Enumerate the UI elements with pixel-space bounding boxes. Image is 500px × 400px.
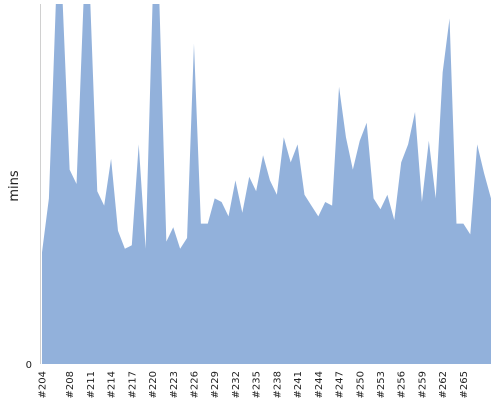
data-point	[317, 215, 320, 218]
data-point	[483, 172, 486, 175]
data-point	[275, 193, 278, 196]
data-point	[282, 136, 285, 139]
data-point	[89, 3, 92, 6]
x-tick-label: #244	[314, 371, 325, 398]
data-point	[386, 193, 389, 196]
data-point	[186, 237, 189, 240]
data-point	[192, 42, 195, 45]
data-point	[116, 229, 119, 232]
series-area	[42, 4, 491, 364]
data-point	[469, 233, 472, 236]
x-tick-label: #229	[210, 371, 221, 398]
x-tick-label: #226	[189, 371, 200, 398]
data-point	[310, 204, 313, 207]
x-tick-label: #247	[335, 371, 346, 398]
x-tick-label: #238	[272, 371, 283, 398]
x-tick-label: #259	[417, 371, 428, 398]
data-point	[379, 208, 382, 211]
data-point	[407, 143, 410, 146]
x-tick-label: #211	[86, 371, 97, 398]
x-tick-label: #262	[438, 371, 449, 398]
data-point	[220, 201, 223, 204]
data-point	[344, 136, 347, 139]
data-point	[110, 157, 113, 160]
data-point	[365, 121, 368, 124]
data-point	[393, 219, 396, 222]
data-point	[303, 193, 306, 196]
data-point	[61, 3, 64, 6]
data-point	[227, 215, 230, 218]
x-tick-label: #204	[38, 371, 49, 398]
data-point	[476, 143, 479, 146]
data-point	[130, 244, 133, 247]
data-point	[248, 175, 251, 178]
data-point	[296, 143, 299, 146]
x-tick-label: #220	[148, 371, 159, 398]
data-point	[255, 190, 258, 193]
data-point	[75, 183, 78, 186]
data-point	[462, 222, 465, 225]
data-point	[400, 161, 403, 164]
data-point	[151, 3, 154, 6]
data-point	[338, 85, 341, 88]
y-tick-label-0: 0	[26, 360, 32, 371]
plot-area	[42, 3, 493, 364]
data-point	[199, 222, 202, 225]
data-point	[179, 247, 182, 250]
x-tick-label: #214	[107, 371, 118, 398]
x-tick-label: #217	[127, 371, 138, 398]
data-point	[434, 197, 437, 200]
x-tick-label: #208	[65, 371, 76, 398]
data-point	[241, 211, 244, 214]
data-point	[54, 3, 57, 6]
x-tick-label: #256	[397, 371, 408, 398]
data-point	[455, 222, 458, 225]
data-point	[268, 179, 271, 182]
data-point	[165, 240, 168, 243]
data-point	[289, 161, 292, 164]
data-point	[331, 204, 334, 207]
x-tick-label: #250	[355, 371, 366, 398]
data-point	[262, 154, 265, 157]
data-point	[206, 222, 209, 225]
data-point	[68, 168, 71, 171]
y-axis-label: mins	[7, 170, 22, 202]
data-point	[372, 197, 375, 200]
data-point	[351, 168, 354, 171]
data-point	[427, 139, 430, 142]
data-point	[144, 247, 147, 250]
x-tick-label: #235	[252, 371, 263, 398]
data-point	[448, 17, 451, 20]
x-tick-label: #253	[376, 371, 387, 398]
x-axis-tick-labels: #204 #208 #211 #214 #217 #220 #223 #226 #229 #232…	[38, 371, 470, 398]
x-tick-label: #265	[459, 371, 470, 398]
x-tick-label: #241	[293, 371, 304, 398]
data-point	[213, 197, 216, 200]
data-point	[172, 226, 175, 229]
data-point	[414, 111, 417, 114]
data-point	[137, 143, 140, 146]
data-point	[420, 201, 423, 204]
data-point	[123, 247, 126, 250]
data-point	[234, 179, 237, 182]
data-point	[47, 197, 50, 200]
x-tick-label: #232	[231, 371, 242, 398]
x-tick-label: #223	[169, 371, 180, 398]
data-point	[441, 71, 444, 74]
data-point	[490, 197, 493, 200]
data-point	[358, 139, 361, 142]
data-point	[158, 3, 161, 6]
data-point	[96, 190, 99, 193]
data-point	[82, 3, 85, 6]
data-point	[324, 201, 327, 204]
data-point	[103, 204, 106, 207]
